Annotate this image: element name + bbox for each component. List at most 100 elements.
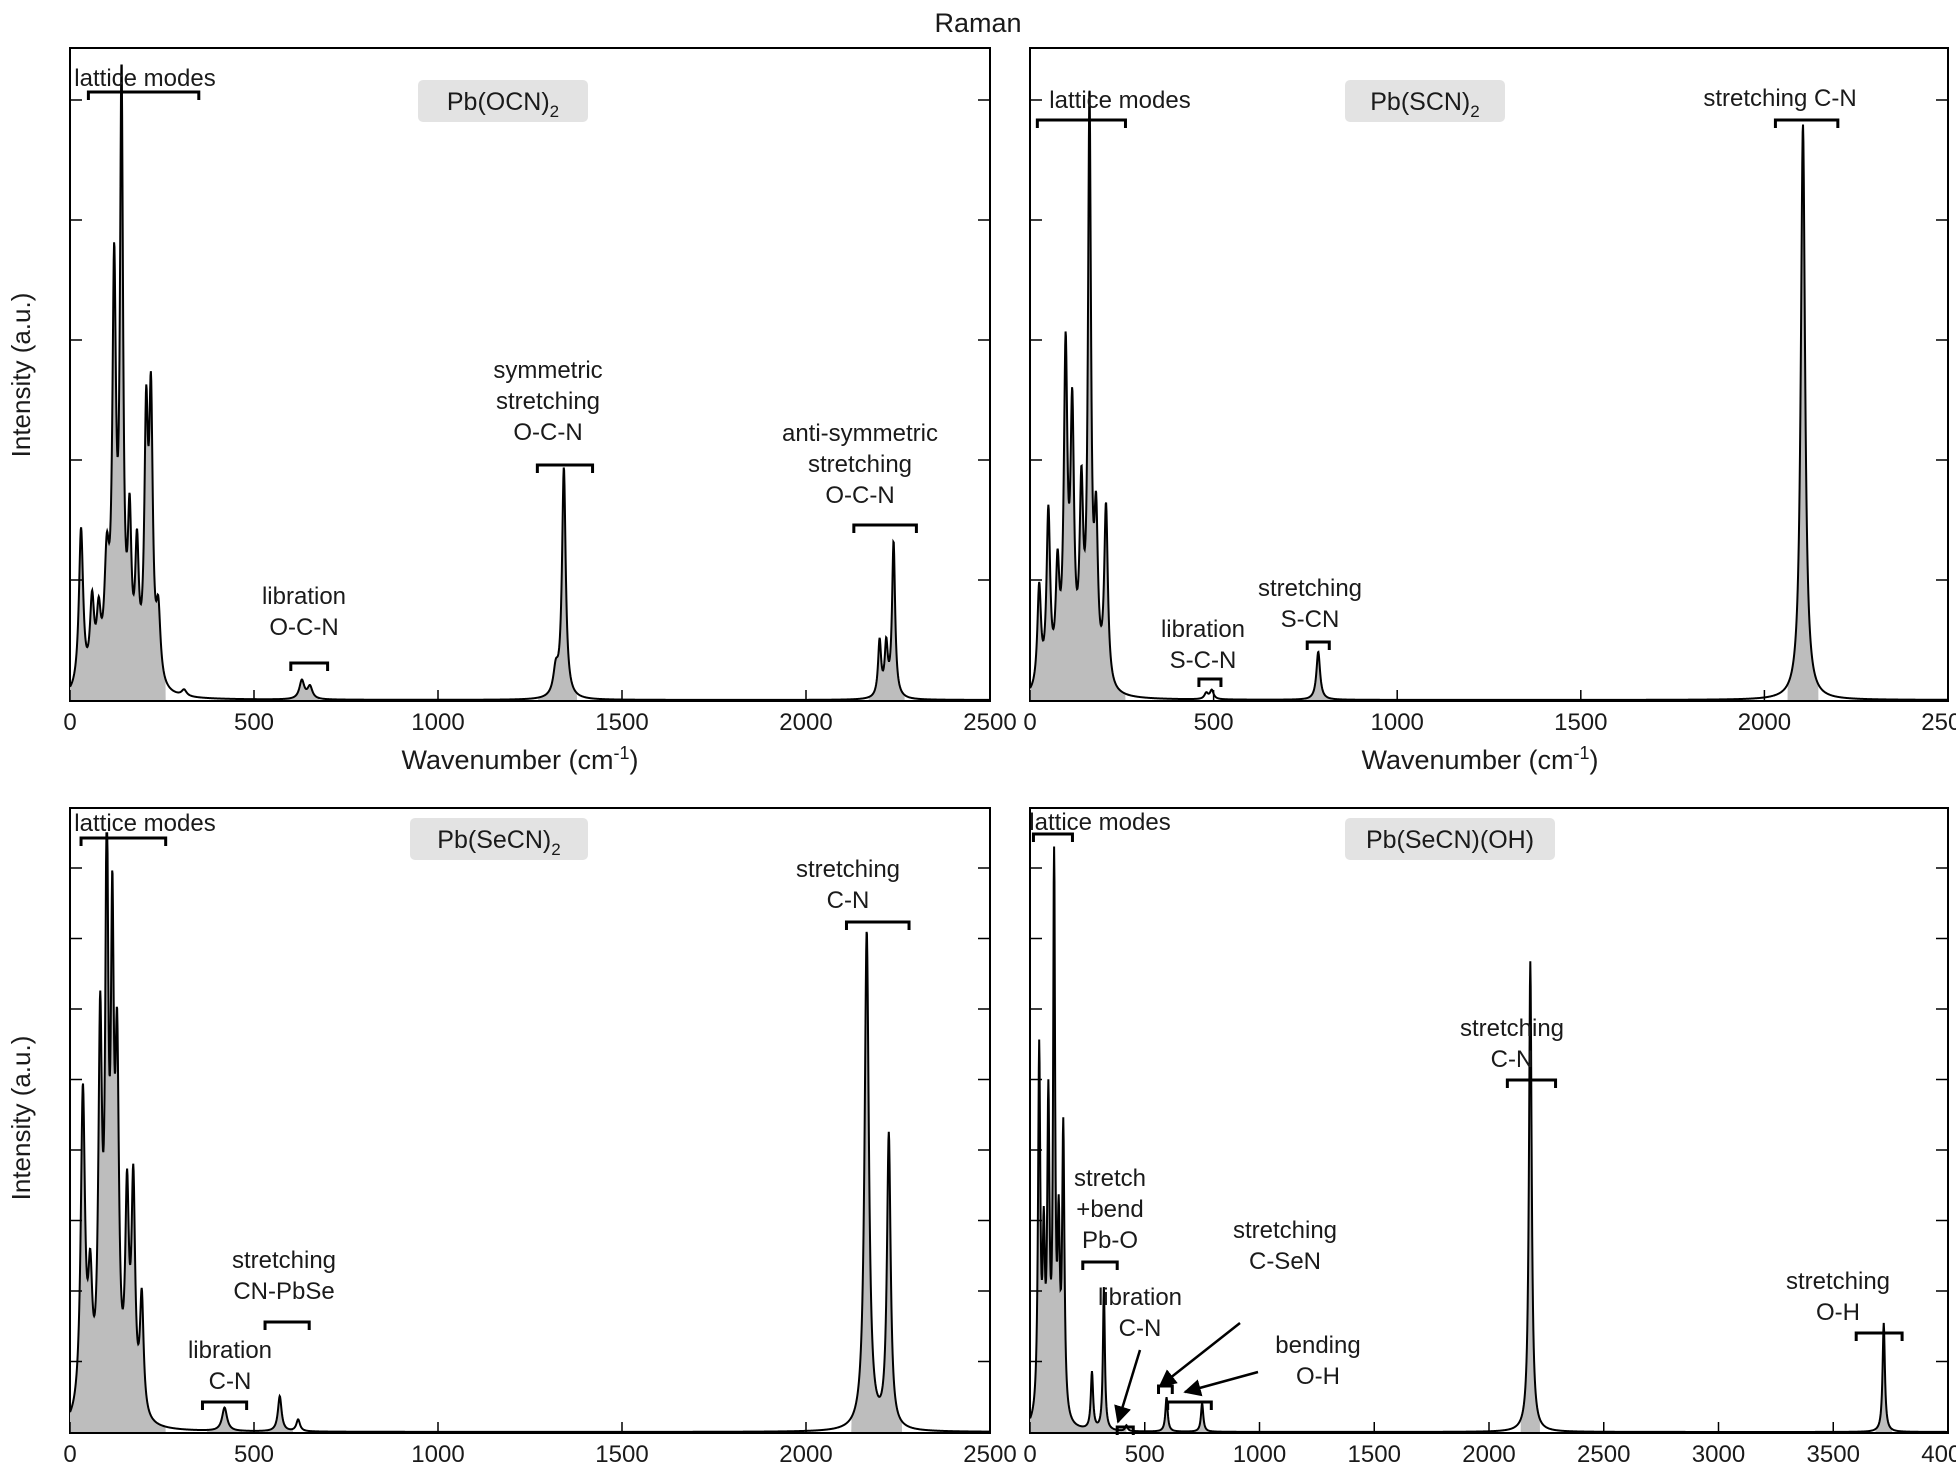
peak-fill-area [206, 1407, 243, 1432]
peak-fill-area [284, 679, 320, 700]
x-tick-label: 0 [1023, 1441, 1036, 1468]
figure-title: Raman [934, 8, 1021, 38]
x-tick-label: 0 [63, 709, 76, 736]
x-ticks: 0 500 1000 1500 2000 2500 [1023, 690, 1956, 736]
peak-fill-area [1305, 652, 1332, 700]
x-ticks: 0 500 1000 1500 2000 2500 [63, 690, 1017, 736]
annotation-label: O-C-N [269, 614, 338, 641]
annotation-bracket [1197, 677, 1223, 687]
panel-frame [69, 807, 991, 1434]
y-ticks [70, 867, 990, 1363]
peak-fill-area [266, 1396, 294, 1432]
compound-label-bg [418, 80, 588, 122]
annotation-label: O-C-N [513, 419, 582, 446]
annotation-label: symmetric [493, 357, 602, 384]
y-ticks [1030, 867, 1948, 1363]
peak-fill-area [851, 931, 883, 1432]
annotation-arrow [1183, 1370, 1259, 1397]
annotation-label: O-H [1816, 1299, 1860, 1326]
annotation-layer: lattice modes libration S-C-N stretching S-C… [1035, 85, 1857, 687]
compound-label-bg [1345, 80, 1505, 122]
x-tick-label: 2500 [1921, 709, 1956, 736]
lattice-fill-area [1030, 90, 1126, 701]
annotation-bracket [852, 523, 918, 533]
annotation-label: stretch [1074, 1165, 1146, 1192]
annotation-label: lattice modes [74, 810, 215, 837]
x-tick-label: 2500 [1577, 1441, 1630, 1468]
panel-pb-secn-oh: 0 500 1000 1500 2000 2500 3000 3500 4000 lattice… [1023, 807, 1956, 1468]
y-axis-title: Intensity (a.u.) [6, 1036, 36, 1201]
annotation-label: S-CN [1281, 606, 1340, 633]
panel-frame [1029, 807, 1949, 1434]
annotation-label: stretching [808, 451, 912, 478]
x-tick-label: 3500 [1807, 1441, 1860, 1468]
annotation-label: C-SeN [1249, 1248, 1321, 1275]
y-ticks [1030, 99, 1948, 581]
annotation-bracket [1166, 1400, 1213, 1410]
panel-pb-scn2: 0 500 1000 1500 2000 2500 lattice modes librat… [1023, 47, 1956, 775]
peak-fill-area [550, 467, 578, 700]
annotation-label: stretching [1233, 1217, 1337, 1244]
annotation-bracket [289, 661, 330, 671]
annotation-layer: lattice modes libration C-N stretching CN-Pb… [74, 810, 911, 1410]
annotation-bracket [1081, 1260, 1119, 1270]
x-tick-label: 1000 [411, 1441, 464, 1468]
spectrum-line [1029, 90, 1948, 701]
x-tick-label: 500 [1125, 1441, 1165, 1468]
compound-label-bg [410, 818, 588, 860]
spectrum-layer [69, 64, 990, 701]
x-tick-label: 2000 [779, 1441, 832, 1468]
annotation-label: stretching [496, 388, 600, 415]
x-tick-label: 3000 [1692, 1441, 1745, 1468]
annotation-bracket [1305, 640, 1331, 650]
x-tick-label: 2000 [1462, 1441, 1515, 1468]
panel-pb-secn2: 0 500 1000 1500 2000 2500 lattice modes librat… [6, 807, 1017, 1468]
x-tick-label: 1000 [1371, 709, 1424, 736]
annotation-bracket [1115, 1425, 1135, 1435]
x-tick-label: 2000 [1738, 709, 1791, 736]
annotation-label: C-N [209, 1368, 252, 1395]
x-axis-title: Wavenumber (cm-1) [1361, 743, 1598, 775]
x-tick-label: 2000 [779, 709, 832, 736]
x-tick-label: 1500 [1554, 709, 1607, 736]
spectrum-layer [69, 832, 991, 1433]
annotation-label: C-N [1119, 1315, 1162, 1342]
annotation-label: C-N [827, 887, 870, 914]
x-tick-label: 0 [1023, 709, 1036, 736]
annotation-bracket [1035, 118, 1127, 128]
annotation-bracket [1031, 832, 1074, 842]
annotation-label: stretching [1460, 1015, 1564, 1042]
compound-label: Pb(SeCN)(OH) [1366, 826, 1534, 854]
annotation-bracket [1854, 1331, 1904, 1341]
panel-frame [69, 47, 991, 702]
peak-fill-area [1787, 124, 1819, 701]
annotation-label: libration [1161, 616, 1245, 643]
x-ticks: 0 500 1000 1500 2000 2500 [63, 1422, 1017, 1468]
y-axis-title: Intensity (a.u.) [6, 293, 36, 458]
spectrum-line [69, 64, 990, 701]
annotation-label: Pb-O [1082, 1227, 1138, 1254]
annotation-bracket [1505, 1078, 1558, 1088]
annotation-label: libration [188, 1337, 272, 1364]
annotation-bracket [200, 1400, 249, 1410]
lattice-fill-area [70, 65, 166, 700]
x-tick-label: 2500 [963, 1441, 1016, 1468]
annotation-label: stretching C-N [1703, 85, 1856, 112]
annotation-label: CN-PbSe [233, 1278, 334, 1305]
annotation-label: S-C-N [1170, 647, 1237, 674]
peak-fill-area [1193, 1403, 1211, 1432]
annotation-bracket [79, 836, 168, 846]
x-tick-label: 1500 [595, 709, 648, 736]
x-axis-title: Wavenumber (cm-1) [401, 743, 638, 775]
annotation-bracket [263, 1320, 311, 1330]
annotation-arrow [1114, 1349, 1142, 1424]
annotation-label: stretching [1258, 575, 1362, 602]
spectrum-line [69, 832, 991, 1433]
peak-fill-area [1520, 961, 1540, 1432]
annotation-label: stretching [796, 856, 900, 883]
x-tick-label: 2500 [963, 709, 1016, 736]
x-tick-label: 500 [234, 709, 274, 736]
annotation-layer: lattice modes libration O-C-N symmetric stre… [74, 65, 938, 671]
x-tick-label: 1000 [411, 709, 464, 736]
x-tick-label: 500 [234, 1441, 274, 1468]
